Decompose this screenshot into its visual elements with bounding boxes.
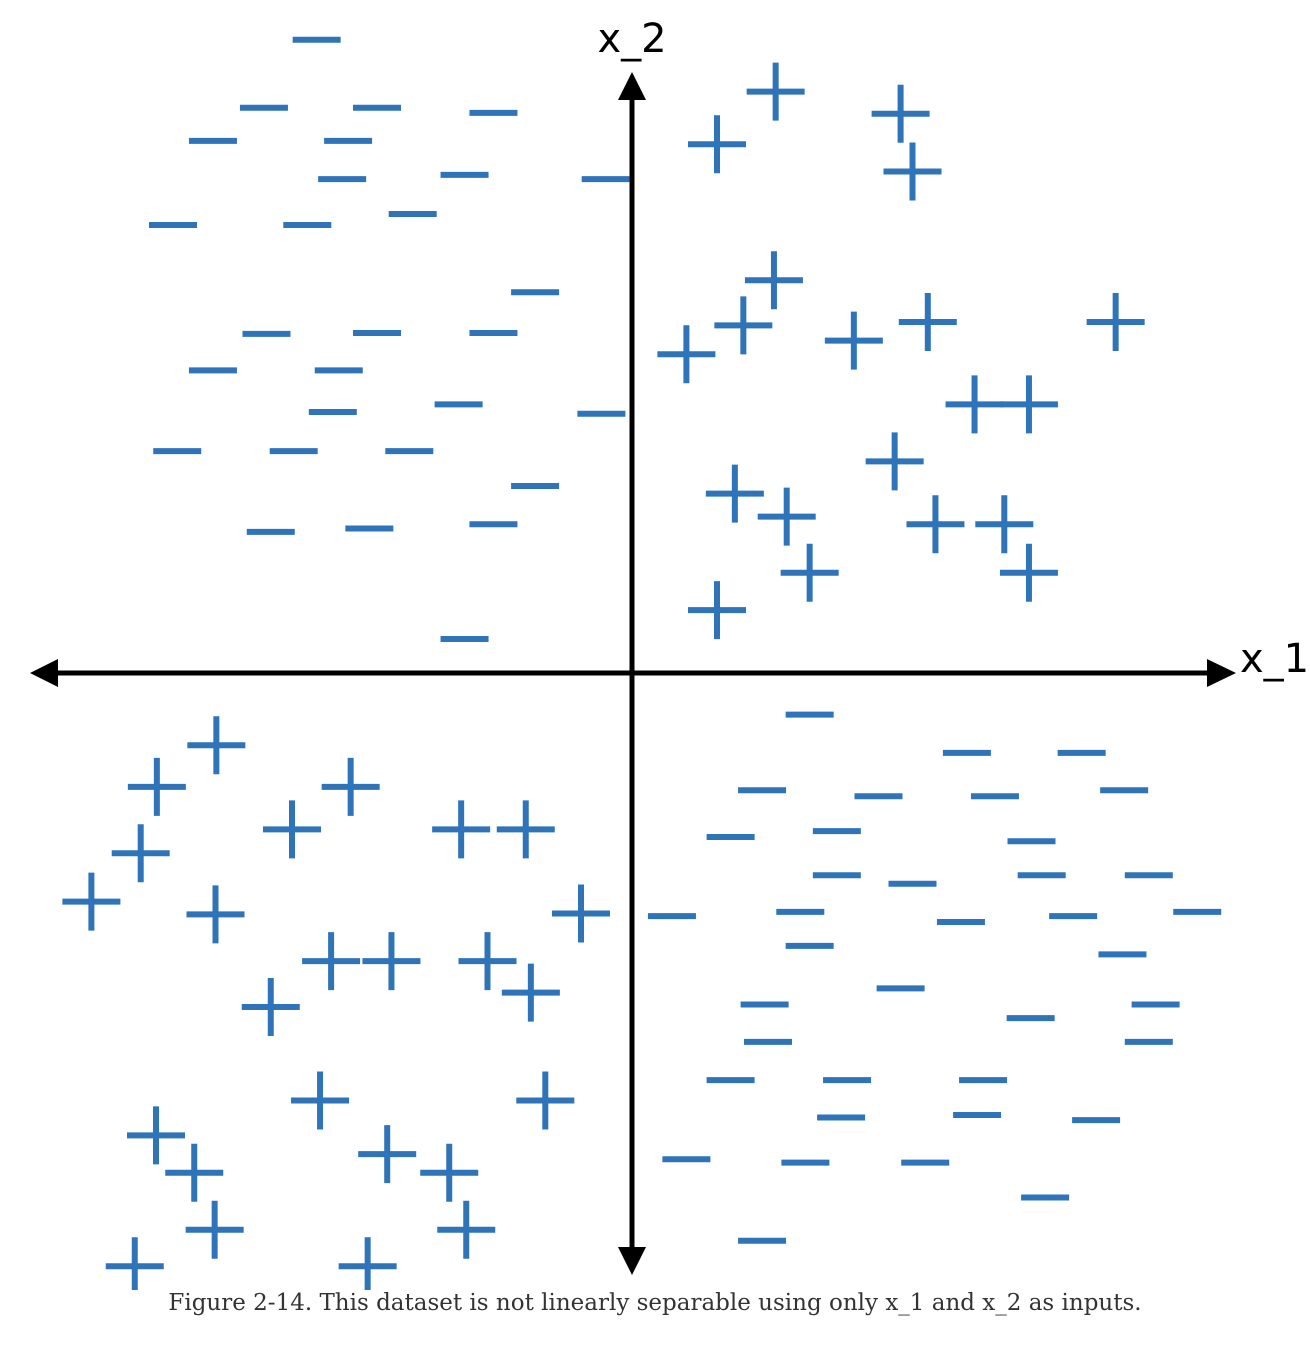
y-axis-bottom-arrow	[618, 1247, 646, 1275]
plus-marker	[111, 824, 170, 883]
plus-marker	[302, 932, 361, 991]
plus-marker	[185, 1200, 244, 1259]
plus-marker	[999, 543, 1058, 602]
plus-marker	[865, 432, 924, 491]
x-axis-left-arrow	[30, 659, 58, 687]
plus-marker	[780, 543, 839, 602]
x-axis-right-arrow	[1207, 659, 1236, 687]
plus-marker	[824, 311, 883, 370]
plus-marker	[657, 325, 716, 384]
plus-marker	[744, 251, 803, 310]
plus-marker	[871, 84, 930, 143]
plus-marker	[263, 800, 321, 859]
plus-marker	[999, 375, 1058, 434]
plus-marker	[62, 872, 121, 931]
x-axis-label: x_1	[1240, 636, 1309, 682]
figure-caption: Figure 2-14. This dataset is not linearl…	[168, 1290, 1142, 1316]
plus-marker	[127, 1106, 185, 1165]
plus-marker	[945, 375, 1004, 434]
plus-marker	[757, 487, 816, 546]
plus-marker	[898, 292, 957, 351]
plus-marker	[705, 464, 764, 523]
plus-marker	[105, 1237, 164, 1290]
scatter-plot: x_1 x_2	[30, 16, 1309, 1290]
plus-marker	[688, 581, 746, 640]
plus-marker	[241, 978, 300, 1037]
plus-marker	[746, 62, 805, 121]
plus-marker	[321, 757, 380, 816]
plus-marker	[165, 1143, 224, 1202]
plus-marker	[291, 1071, 350, 1130]
plus-marker	[432, 800, 491, 859]
plus-marker	[501, 963, 560, 1022]
plus-marker	[420, 1143, 479, 1202]
plus-marker	[458, 932, 517, 991]
plus-marker	[187, 716, 246, 775]
plus-marker	[338, 1237, 397, 1290]
y-axis-top-arrow	[618, 72, 646, 100]
plus-marker	[358, 1125, 417, 1184]
plus-marker	[883, 142, 942, 201]
plus-marker	[906, 495, 965, 554]
y-axis-label: x_2	[597, 16, 666, 62]
plus-marker	[714, 296, 773, 355]
plus-marker	[496, 800, 555, 859]
plus-marker	[688, 115, 746, 174]
plus-marker	[1086, 292, 1145, 351]
plus-marker	[516, 1071, 575, 1130]
data-markers	[62, 36, 1222, 1290]
plus-marker	[437, 1200, 496, 1259]
plus-marker	[552, 884, 610, 943]
plus-marker	[362, 932, 421, 991]
plus-marker	[186, 885, 245, 944]
plus-marker	[127, 757, 186, 816]
plus-marker	[975, 495, 1034, 554]
